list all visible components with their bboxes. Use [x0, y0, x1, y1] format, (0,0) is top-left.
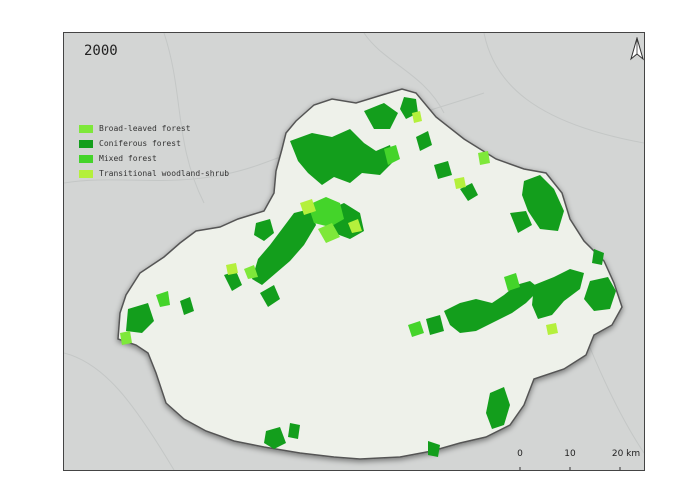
broadleaved-patches	[120, 151, 490, 345]
legend-label: Transitional woodland-shrub	[99, 169, 230, 178]
mixed-patches	[156, 145, 520, 337]
scale-label-0: 0	[517, 449, 523, 459]
north-arrow-icon	[630, 37, 644, 61]
legend-label: Coniferous forest	[99, 139, 181, 148]
shrub-patches	[226, 111, 558, 335]
map-title: 2000	[84, 43, 118, 59]
map-frame[interactable]: 2000 Broad-leaved forest Coniferous fore…	[63, 32, 645, 471]
legend-label: Mixed forest	[99, 154, 157, 163]
scale-bar-line	[519, 467, 621, 470]
legend-item-coniferous: Coniferous forest	[79, 136, 229, 151]
legend-item-broadleaved: Broad-leaved forest	[79, 121, 229, 136]
map-canvas[interactable]	[64, 33, 644, 470]
legend-item-shrub: Transitional woodland-shrub	[79, 166, 229, 181]
legend-swatch-broadleaved	[79, 124, 93, 133]
forest-patches	[120, 97, 616, 457]
legend-item-mixed: Mixed forest	[79, 151, 229, 166]
legend-swatch-shrub	[79, 169, 93, 178]
scale-label-20: 20 km	[611, 449, 641, 459]
legend: Broad-leaved forest Coniferous forest Mi…	[79, 121, 229, 181]
scale-label-10: 10	[564, 449, 576, 459]
legend-swatch-coniferous	[79, 139, 93, 148]
legend-label: Broad-leaved forest	[99, 124, 191, 133]
legend-swatch-mixed	[79, 154, 93, 163]
